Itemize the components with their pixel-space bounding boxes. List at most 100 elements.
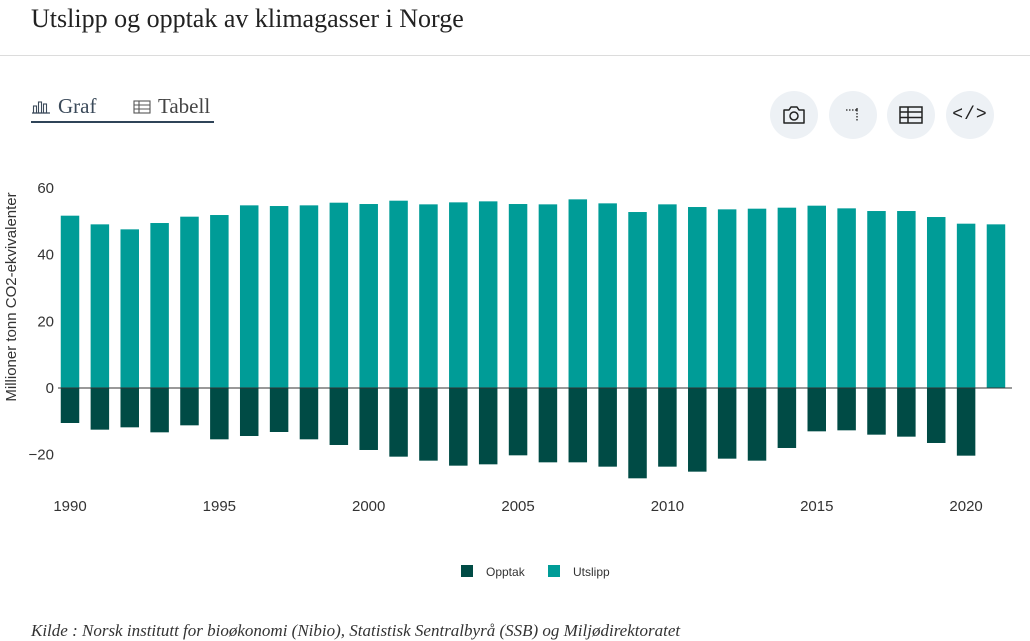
bar-utslipp-1991 bbox=[90, 224, 110, 388]
bar-utslipp-2013 bbox=[747, 208, 767, 388]
y-axis-title: Millioner tonn CO2-ekvivalenter bbox=[3, 192, 20, 401]
bar-utslipp-2020 bbox=[956, 223, 976, 388]
bar-opptak-2013 bbox=[747, 388, 767, 461]
bar-utslipp-2001 bbox=[389, 200, 408, 388]
emissions-chart: −20 0 20 40 60 1990 1995 2000 2005 2010 2015 2020 Mi… bbox=[3, 180, 1012, 579]
bar-opptak-2002 bbox=[419, 388, 438, 461]
bar-utslipp-2009 bbox=[628, 212, 647, 388]
x-tick-label: 1990 bbox=[53, 498, 86, 515]
bar-utslipp-2004 bbox=[478, 201, 498, 388]
bar-utslipp-2012 bbox=[717, 209, 737, 388]
bar-opptak-2020 bbox=[956, 388, 976, 456]
bar-opptak-2015 bbox=[807, 388, 826, 432]
bar-opptak-2014 bbox=[777, 388, 797, 448]
bar-opptak-2007 bbox=[568, 388, 588, 463]
x-tick-label: 1995 bbox=[203, 498, 236, 515]
source-note: Kilde : Norsk institutt for bioøkonomi (… bbox=[31, 621, 681, 640]
bar-utslipp-2019 bbox=[926, 217, 946, 388]
bar-utslipp-2015 bbox=[807, 205, 826, 388]
bar-opptak-1991 bbox=[90, 388, 110, 430]
bar-utslipp-2000 bbox=[359, 204, 378, 388]
legend-label-utslipp: Utslipp bbox=[573, 565, 610, 579]
bar-opptak-1998 bbox=[299, 388, 319, 440]
bar-opptak-2001 bbox=[389, 388, 408, 457]
bar-opptak-2008 bbox=[598, 388, 617, 467]
bar-utslipp-2005 bbox=[508, 204, 528, 388]
table-icon bbox=[133, 99, 151, 114]
bar-opptak-2019 bbox=[926, 388, 946, 443]
page-title: Utslipp og opptak av klimagasser i Norge bbox=[31, 4, 464, 33]
view-tabs: Graf Tabell bbox=[31, 94, 214, 124]
table-grid-icon bbox=[899, 106, 923, 124]
bar-utslipp-2014 bbox=[777, 207, 797, 388]
code-icon: </> bbox=[952, 105, 988, 125]
bar-opptak-1992 bbox=[120, 388, 139, 428]
y-tick-label: 0 bbox=[46, 380, 54, 397]
bar-opptak-1990 bbox=[60, 388, 80, 423]
y-tick-label: 40 bbox=[37, 247, 54, 264]
bar-utslipp-2003 bbox=[449, 202, 468, 388]
x-tick-label: 2015 bbox=[800, 498, 833, 515]
bar-opptak-2011 bbox=[688, 388, 707, 472]
bar-utslipp-1997 bbox=[269, 206, 289, 388]
bar-utslipp-2017 bbox=[867, 211, 886, 388]
bar-utslipp-1999 bbox=[329, 202, 349, 388]
bar-opptak-2017 bbox=[867, 388, 886, 435]
tab-graf-label: Graf bbox=[58, 94, 97, 118]
legend-swatch-utslipp bbox=[548, 565, 560, 577]
bar-utslipp-1992 bbox=[120, 229, 139, 388]
legend-swatch-opptak bbox=[461, 565, 473, 577]
bar-utslipp-2011 bbox=[688, 207, 707, 388]
tab-tabell[interactable]: Tabell bbox=[133, 94, 210, 119]
crop-icon bbox=[846, 108, 858, 122]
bar-utslipp-2016 bbox=[837, 208, 856, 388]
bar-opptak-2005 bbox=[508, 388, 528, 456]
active-tab-underline bbox=[31, 121, 214, 123]
bar-opptak-2006 bbox=[538, 388, 558, 463]
bar-utslipp-2006 bbox=[538, 204, 558, 388]
bar-opptak-1993 bbox=[150, 388, 169, 433]
legend-label-opptak: Opptak bbox=[486, 565, 526, 579]
tab-tabell-label: Tabell bbox=[158, 94, 211, 118]
embed-code-button[interactable]: </> bbox=[946, 91, 994, 139]
bar-opptak-2009 bbox=[628, 388, 647, 479]
bar-opptak-1997 bbox=[269, 388, 289, 432]
bar-utslipp-1990 bbox=[60, 215, 80, 388]
download-image-button[interactable] bbox=[770, 91, 818, 139]
bar-utslipp-1998 bbox=[299, 205, 319, 388]
tab-graf[interactable]: Graf bbox=[31, 94, 96, 119]
y-tick-label: 60 bbox=[37, 180, 54, 197]
bar-opptak-1995 bbox=[210, 388, 229, 440]
bar-opptak-2016 bbox=[837, 388, 856, 431]
crop-button[interactable] bbox=[829, 91, 877, 139]
bar-utslipp-2018 bbox=[897, 211, 916, 388]
bar-opptak-2003 bbox=[449, 388, 468, 466]
x-tick-label: 2005 bbox=[501, 498, 534, 515]
y-tick-label: −20 bbox=[29, 447, 54, 464]
show-table-button[interactable] bbox=[887, 91, 935, 139]
bar-utslipp-2008 bbox=[598, 203, 617, 388]
x-tick-label: 2010 bbox=[651, 498, 684, 515]
bar-opptak-2010 bbox=[658, 388, 677, 467]
bar-utslipp-2002 bbox=[419, 204, 438, 388]
bar-opptak-2012 bbox=[717, 388, 737, 459]
bar-opptak-1996 bbox=[239, 388, 259, 436]
bar-utslipp-2007 bbox=[568, 199, 588, 388]
bar-opptak-1994 bbox=[180, 388, 199, 426]
header-divider bbox=[0, 55, 1030, 56]
bar-utslipp-1995 bbox=[210, 215, 229, 388]
bar-utslipp-1994 bbox=[180, 216, 199, 388]
bar-utslipp-2021 bbox=[986, 224, 1006, 388]
bar-utslipp-2010 bbox=[658, 204, 677, 388]
x-tick-label: 2020 bbox=[949, 498, 982, 515]
bar-utslipp-1996 bbox=[239, 205, 259, 388]
y-tick-label: 20 bbox=[37, 313, 54, 330]
bar-opptak-2018 bbox=[897, 388, 916, 437]
bar-chart-icon bbox=[32, 100, 50, 114]
x-tick-label: 2000 bbox=[352, 498, 385, 515]
bar-utslipp-1993 bbox=[150, 223, 169, 388]
bar-opptak-2004 bbox=[478, 388, 498, 465]
camera-icon bbox=[783, 106, 805, 124]
bar-opptak-1999 bbox=[329, 388, 349, 445]
bar-opptak-2000 bbox=[359, 388, 378, 450]
